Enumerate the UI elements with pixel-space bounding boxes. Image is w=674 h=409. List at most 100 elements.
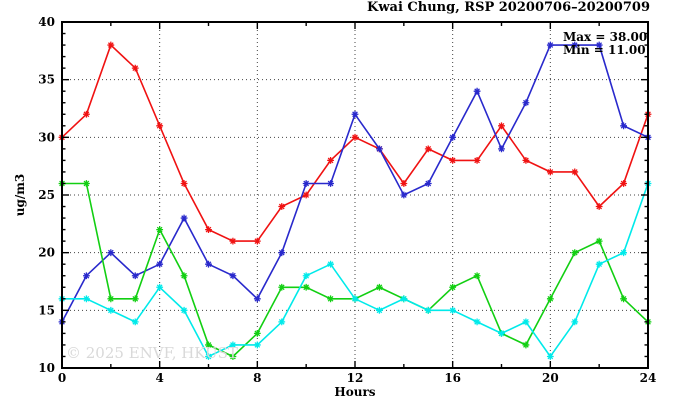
data-point <box>449 133 457 141</box>
data-point <box>424 145 432 153</box>
y-tick-label: 40 <box>38 15 55 29</box>
data-point <box>278 318 286 326</box>
data-point <box>595 260 603 268</box>
data-point <box>278 203 286 210</box>
data-point <box>473 272 481 280</box>
y-tick-label: 10 <box>38 361 55 375</box>
data-point <box>229 237 237 245</box>
data-point <box>83 272 90 280</box>
data-point <box>107 249 115 257</box>
data-point <box>253 237 261 245</box>
data-point <box>473 157 481 164</box>
data-point <box>351 110 359 118</box>
data-point <box>156 283 164 291</box>
data-point <box>302 191 310 199</box>
data-point <box>449 157 457 164</box>
x-tick-label: 16 <box>444 371 461 385</box>
data-point <box>229 341 237 349</box>
watermark: © 2025 ENVF, HKUST <box>66 344 238 362</box>
data-point <box>424 180 432 187</box>
data-point <box>327 157 334 164</box>
data-point <box>131 295 139 303</box>
data-point <box>620 295 627 303</box>
x-tick-label: 12 <box>347 371 364 385</box>
data-point <box>522 318 530 326</box>
y-axis-label: ug/m3 <box>13 174 27 217</box>
data-point <box>327 260 334 268</box>
data-point <box>400 295 408 303</box>
data-point <box>83 110 90 118</box>
grid-layer <box>62 22 648 368</box>
data-point <box>278 249 286 257</box>
data-point <box>302 180 310 187</box>
data-point <box>180 180 188 187</box>
data-point <box>595 237 603 245</box>
data-point <box>351 295 359 303</box>
x-axis-label: Hours <box>334 385 375 399</box>
data-point <box>546 168 554 176</box>
data-point <box>595 203 603 210</box>
data-point <box>473 318 481 326</box>
data-point <box>156 226 164 233</box>
data-point <box>571 41 579 49</box>
y-tick-label: 20 <box>38 246 55 260</box>
data-point <box>107 41 115 49</box>
data-point <box>107 295 115 303</box>
data-point <box>498 145 505 153</box>
x-tick-label: 20 <box>542 371 559 385</box>
data-point <box>351 133 359 141</box>
data-point <box>546 353 554 360</box>
y-tick-label: 30 <box>38 130 55 144</box>
data-point <box>327 295 334 303</box>
data-point <box>620 249 627 257</box>
data-point <box>498 122 505 130</box>
legend-min-label: Min = 11.00 <box>563 43 646 57</box>
data-point <box>449 283 457 291</box>
data-point <box>424 306 432 314</box>
data-point <box>205 353 212 360</box>
data-point <box>205 260 212 268</box>
series-layer <box>58 41 652 360</box>
data-point <box>522 99 530 107</box>
data-point <box>449 306 457 314</box>
data-point <box>131 318 139 326</box>
data-point <box>205 226 212 233</box>
data-point <box>376 283 383 291</box>
data-point <box>180 214 188 222</box>
data-point <box>571 249 579 257</box>
data-point <box>498 330 505 337</box>
data-point <box>156 122 164 130</box>
x-tick-label: 4 <box>155 371 163 385</box>
x-tick-label: 0 <box>58 371 66 385</box>
data-point <box>400 191 408 199</box>
y-tick-label: 25 <box>38 188 55 202</box>
data-point <box>546 41 554 49</box>
data-point <box>131 64 139 72</box>
data-point <box>205 341 212 349</box>
data-point <box>278 283 286 291</box>
data-point <box>376 145 383 153</box>
data-point <box>376 306 383 314</box>
data-point <box>620 122 627 130</box>
data-point <box>595 41 603 49</box>
legend-max-label: Max = 38.00 <box>563 30 647 44</box>
data-point <box>620 180 627 187</box>
x-tick-label: 24 <box>640 371 657 385</box>
data-point <box>473 87 481 95</box>
data-point <box>107 306 115 314</box>
data-point <box>83 295 90 303</box>
data-point <box>229 353 237 360</box>
data-point <box>522 341 530 349</box>
data-point <box>131 272 139 280</box>
chart-title: Kwai Chung, RSP 20200706–20200709 <box>367 0 650 15</box>
data-point <box>253 341 261 349</box>
y-tick-label: 15 <box>38 303 55 317</box>
data-point <box>180 272 188 280</box>
tick-label-layer: 0 4 8 12 16 20 24 10 15 20 25 30 35 40 <box>38 15 656 385</box>
data-point <box>302 283 310 291</box>
x-tick-label: 8 <box>253 371 261 385</box>
data-point <box>302 272 310 280</box>
data-point <box>327 180 334 187</box>
